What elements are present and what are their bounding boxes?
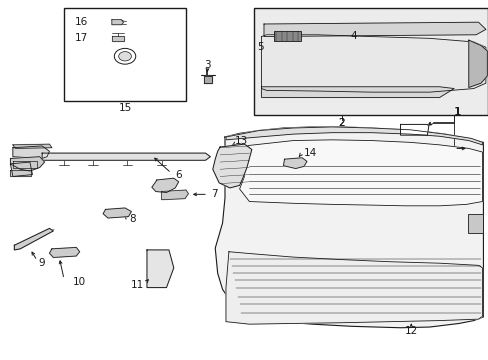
Polygon shape [468,40,487,87]
Polygon shape [42,153,210,160]
Text: 16: 16 [75,17,88,27]
Polygon shape [10,162,32,176]
Polygon shape [10,157,44,171]
Polygon shape [13,144,52,148]
Text: 2: 2 [338,118,345,128]
Polygon shape [283,158,306,168]
Polygon shape [225,127,482,145]
Text: 8: 8 [129,215,135,224]
Text: 9: 9 [39,258,45,268]
Polygon shape [152,178,178,193]
FancyBboxPatch shape [467,214,483,233]
Polygon shape [215,127,483,328]
Polygon shape [261,35,485,92]
Text: 5: 5 [257,42,264,52]
Polygon shape [400,125,428,135]
Polygon shape [112,36,123,41]
Text: 6: 6 [175,170,182,180]
Text: 13: 13 [234,136,248,146]
Text: 3: 3 [203,60,210,70]
Polygon shape [13,161,37,168]
FancyBboxPatch shape [64,8,185,101]
Polygon shape [14,228,53,250]
Polygon shape [103,208,131,218]
Polygon shape [239,140,482,206]
Polygon shape [203,76,212,83]
Polygon shape [264,22,485,37]
Polygon shape [112,20,123,25]
FancyBboxPatch shape [273,31,300,41]
Polygon shape [13,146,49,158]
Text: 7: 7 [211,189,218,199]
FancyBboxPatch shape [254,8,488,116]
Polygon shape [49,247,80,257]
Circle shape [119,51,131,61]
Polygon shape [212,144,251,188]
Text: 1: 1 [454,107,461,117]
Text: 17: 17 [75,33,88,43]
Polygon shape [225,252,482,324]
Text: 12: 12 [404,325,417,336]
Text: 14: 14 [304,148,317,158]
Polygon shape [147,250,173,288]
Polygon shape [10,170,31,176]
Text: 11: 11 [131,280,144,290]
Text: 4: 4 [350,31,357,41]
Text: 2: 2 [338,118,345,128]
Polygon shape [161,190,188,200]
Text: 1: 1 [453,107,460,117]
Text: 10: 10 [73,277,86,287]
Polygon shape [261,87,453,98]
Circle shape [114,48,136,64]
Text: 15: 15 [118,103,131,113]
